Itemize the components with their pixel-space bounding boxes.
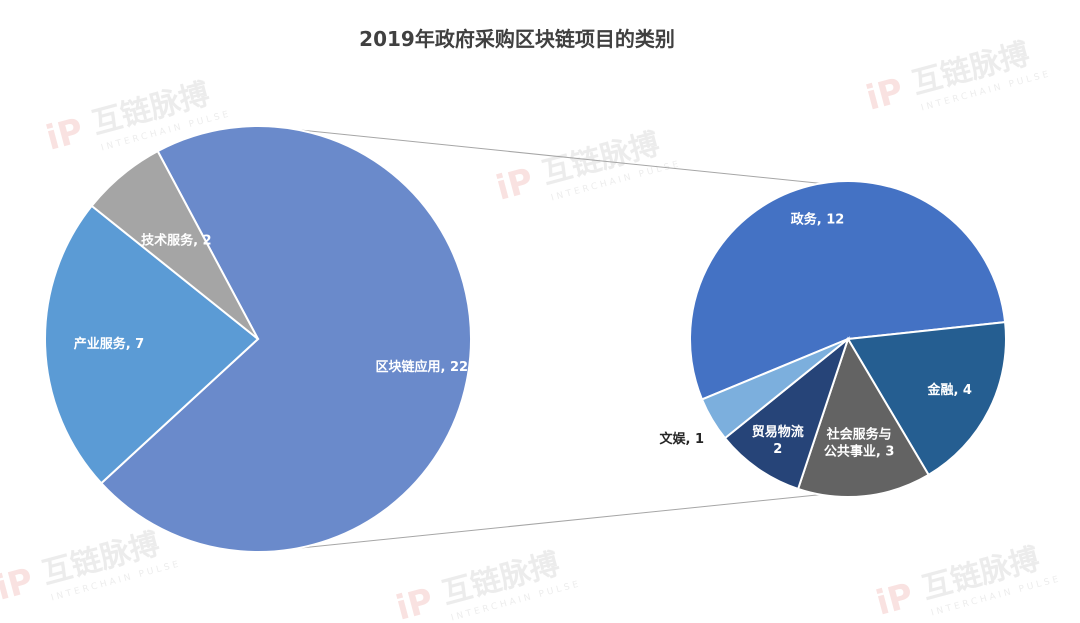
main-label-区块链应用: 区块链应用, 22: [376, 359, 469, 375]
watermark-mark: iP: [862, 71, 908, 119]
main-slice-产业服务: [44, 204, 260, 485]
sub-slice-政务: [688, 179, 1007, 401]
sub-label-社会服务与公共事业: 社会服务与公共事业, 3: [824, 427, 895, 460]
main-pie: [44, 125, 472, 553]
main-label-产业服务: 产业服务, 7: [74, 336, 145, 352]
watermark-mark: iP: [492, 161, 538, 209]
watermark-mark: iP: [0, 561, 38, 609]
connector-line-bottom: [261, 494, 821, 553]
sub-slice-文娱: [700, 338, 849, 440]
main-label-技术服务: 技术服务, 2: [141, 233, 212, 249]
secondary-pie: [688, 179, 1007, 498]
sub-label-金融: 金融, 4: [926, 382, 972, 398]
connector-lines: [261, 125, 821, 553]
main-slice-技术服务: [90, 149, 259, 340]
sub-label-政务: 政务, 12: [791, 212, 845, 228]
chart-title: 2019年政府采购区块链项目的类别: [359, 27, 675, 51]
data-labels: 区块链应用, 22 产业服务, 7 技术服务, 2 政务, 12 金融, 4 社会服务与公…: [74, 212, 972, 460]
watermark-mark: iP: [392, 581, 438, 623]
main-slice-区块链应用: [99, 125, 472, 553]
sub-slice-社会服务与公共事业: [796, 336, 930, 498]
watermark-mark: iP: [42, 111, 88, 159]
connector-line-top: [261, 125, 821, 184]
sub-slice-金融: [846, 321, 1007, 477]
sub-label-文娱: 文娱, 1: [659, 431, 704, 447]
sub-label-贸易物流: 贸易物流 2: [752, 424, 804, 457]
watermark-mark: iP: [872, 576, 918, 623]
sub-slice-贸易物流: [723, 336, 851, 491]
